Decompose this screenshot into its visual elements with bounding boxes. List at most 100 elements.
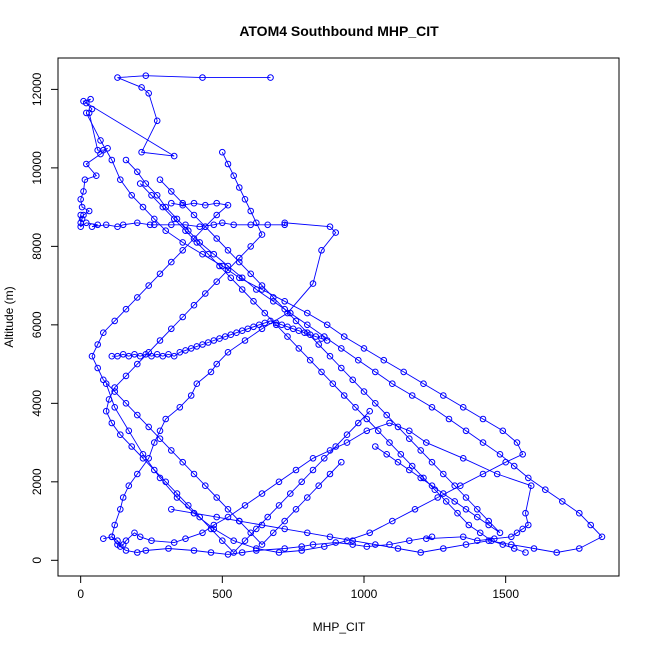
data-point — [252, 525, 260, 533]
data-point — [145, 90, 152, 97]
data-point — [252, 286, 260, 293]
data-point — [162, 415, 169, 423]
data-point — [360, 388, 368, 395]
data-point — [156, 427, 164, 435]
data-point — [145, 423, 152, 431]
x-tick-label: 1500 — [492, 587, 519, 601]
data-point — [304, 529, 311, 537]
x-tick-label: 1000 — [351, 587, 378, 601]
data-point — [134, 294, 141, 301]
data-point — [179, 199, 186, 207]
data-point — [496, 529, 504, 537]
data-point — [111, 317, 118, 325]
data-point — [236, 517, 243, 525]
data-point — [372, 400, 379, 407]
data-point — [114, 352, 121, 360]
data-point — [440, 392, 447, 399]
data-point — [233, 329, 240, 337]
data-point — [77, 196, 84, 203]
data-point — [87, 95, 94, 103]
data-point — [182, 347, 189, 354]
data-point — [224, 551, 232, 558]
data-point — [281, 517, 289, 525]
data-point — [100, 329, 107, 337]
data-point — [165, 351, 172, 358]
data-point — [386, 439, 393, 446]
data-point — [190, 509, 198, 517]
series-line — [159, 179, 501, 534]
data-point — [236, 254, 243, 262]
data-point — [508, 533, 515, 541]
data-point — [230, 221, 237, 229]
data-point — [83, 219, 90, 227]
data-point — [122, 305, 130, 313]
data-point — [83, 160, 90, 168]
data-point — [338, 364, 345, 372]
data-point — [80, 211, 87, 219]
data-point — [281, 545, 289, 552]
data-point — [94, 341, 101, 348]
data-point — [252, 547, 260, 554]
data-point — [156, 270, 164, 278]
series-line — [125, 159, 603, 553]
data-point — [386, 419, 393, 427]
data-point — [284, 333, 291, 340]
data-point — [219, 537, 226, 545]
data-point — [193, 239, 201, 246]
data-point — [136, 352, 144, 360]
data-point — [241, 537, 249, 545]
data-point — [462, 494, 470, 501]
y-tick-label: 8000 — [30, 233, 44, 260]
data-point — [247, 270, 254, 278]
data-point — [304, 494, 311, 501]
data-point — [451, 482, 459, 490]
data-point — [252, 545, 260, 552]
data-point — [193, 343, 201, 350]
data-point — [193, 380, 201, 388]
data-point — [363, 415, 371, 423]
data-point — [264, 221, 272, 229]
data-point — [224, 247, 232, 254]
data-point — [162, 227, 169, 234]
data-point — [462, 506, 470, 513]
data-point — [117, 431, 124, 439]
data-point — [343, 439, 351, 446]
data-point — [182, 535, 189, 543]
data-point — [179, 458, 186, 466]
series-3 — [156, 176, 504, 537]
data-point — [281, 305, 289, 313]
data-point — [576, 509, 583, 517]
data-point — [122, 372, 130, 380]
data-point — [287, 490, 294, 497]
data-point — [88, 223, 96, 230]
data-point — [97, 150, 104, 158]
data-point — [267, 74, 274, 81]
data-point — [100, 376, 107, 384]
data-point — [272, 319, 280, 327]
data-point — [323, 321, 331, 329]
data-point — [224, 160, 232, 168]
data-point — [275, 478, 283, 486]
y-tick-label: 4000 — [30, 390, 44, 417]
data-point — [108, 533, 116, 541]
data-point — [117, 176, 124, 183]
data-point — [383, 411, 391, 419]
data-point — [363, 543, 371, 550]
data-point — [170, 352, 178, 360]
data-point — [159, 352, 167, 360]
data-point — [355, 419, 362, 427]
data-point — [114, 223, 121, 230]
data-point — [493, 470, 501, 478]
data-point — [139, 455, 147, 462]
data-point — [202, 482, 209, 490]
data-point — [321, 455, 328, 462]
data-point — [474, 537, 481, 545]
data-point — [306, 331, 314, 339]
data-point — [476, 529, 484, 537]
data-point — [522, 549, 529, 556]
data-point — [119, 494, 127, 501]
data-point — [258, 231, 266, 238]
data-point — [202, 223, 209, 230]
data-point — [247, 243, 254, 250]
data-point — [213, 513, 220, 521]
